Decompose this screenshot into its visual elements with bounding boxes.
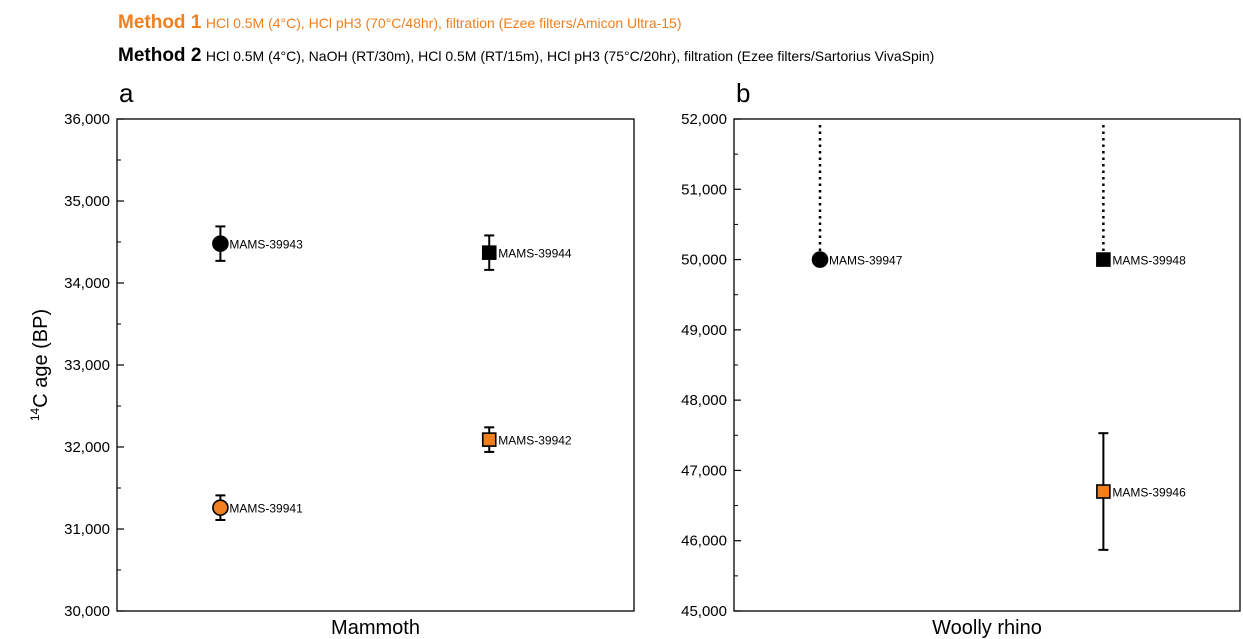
y-tick-label: 45,000: [681, 603, 727, 620]
data-point-MAMS-39947: [811, 251, 829, 268]
y-tick-label: 30,000: [64, 603, 110, 620]
y-tick-label: 50,000: [681, 252, 727, 269]
data-label-MAMS-39941: MAMS-39941: [229, 502, 303, 516]
y-tick-label: 48,000: [681, 392, 727, 409]
y-tick-label: 47,000: [681, 462, 727, 479]
legend-method-1-description: HCl 0.5M (4°C), HCl pH3 (70°C/48hr), fil…: [205, 15, 682, 31]
data-point-MAMS-39946: [1096, 484, 1111, 499]
panel-label-b: b: [736, 78, 750, 108]
legend-method-1-name: Method 1: [118, 12, 202, 33]
data-label-MAMS-39946: MAMS-39946: [1112, 486, 1186, 500]
data-label-MAMS-39942: MAMS-39942: [498, 434, 572, 448]
y-tick-label: 33,000: [64, 357, 110, 374]
data-point-MAMS-39943: [212, 235, 229, 252]
y-tick-label: 52,000: [681, 111, 727, 128]
y-tick-label: 51,000: [681, 181, 727, 198]
y-axis-label: 14C age (BP): [28, 309, 52, 421]
y-axis-label-main: C age (BP): [30, 309, 52, 408]
y-tick-label: 46,000: [681, 533, 727, 550]
data-label-MAMS-39943: MAMS-39943: [229, 238, 303, 252]
legend-method-1: Method 1 HCl 0.5M (4°C), HCl pH3 (70°C/4…: [118, 12, 682, 34]
data-point-MAMS-39944: [481, 245, 497, 260]
panel-label-a: a: [119, 78, 134, 108]
y-tick-label: 36,000: [64, 111, 110, 128]
legend-method-2: Method 2 HCl 0.5M (4°C), NaOH (RT/30m), …: [118, 45, 934, 67]
y-tick-label: 32,000: [64, 439, 110, 456]
data-label-MAMS-39948: MAMS-39948: [1112, 254, 1186, 268]
plot-frame-a: [116, 118, 635, 612]
x-axis-label-b: Woolly rhino: [932, 617, 1042, 639]
legend-method-2-name: Method 2: [118, 45, 202, 66]
data-point-MAMS-39942: [481, 432, 497, 447]
data-point-MAMS-39948: [1096, 252, 1111, 267]
y-tick-label: 35,000: [64, 193, 110, 210]
plot-frame-b: [733, 118, 1241, 612]
data-label-MAMS-39947: MAMS-39947: [829, 254, 903, 268]
data-point-MAMS-39941: [212, 499, 229, 516]
legend-method-2-description: HCl 0.5M (4°C), NaOH (RT/30m), HCl 0.5M …: [205, 48, 935, 64]
y-tick-label: 34,000: [64, 275, 110, 292]
y-tick-label: 49,000: [681, 322, 727, 339]
data-label-MAMS-39944: MAMS-39944: [498, 247, 572, 261]
y-axis-label-superscript: 14: [28, 407, 42, 421]
y-tick-label: 31,000: [64, 521, 110, 538]
x-axis-label-a: Mammoth: [331, 617, 420, 639]
